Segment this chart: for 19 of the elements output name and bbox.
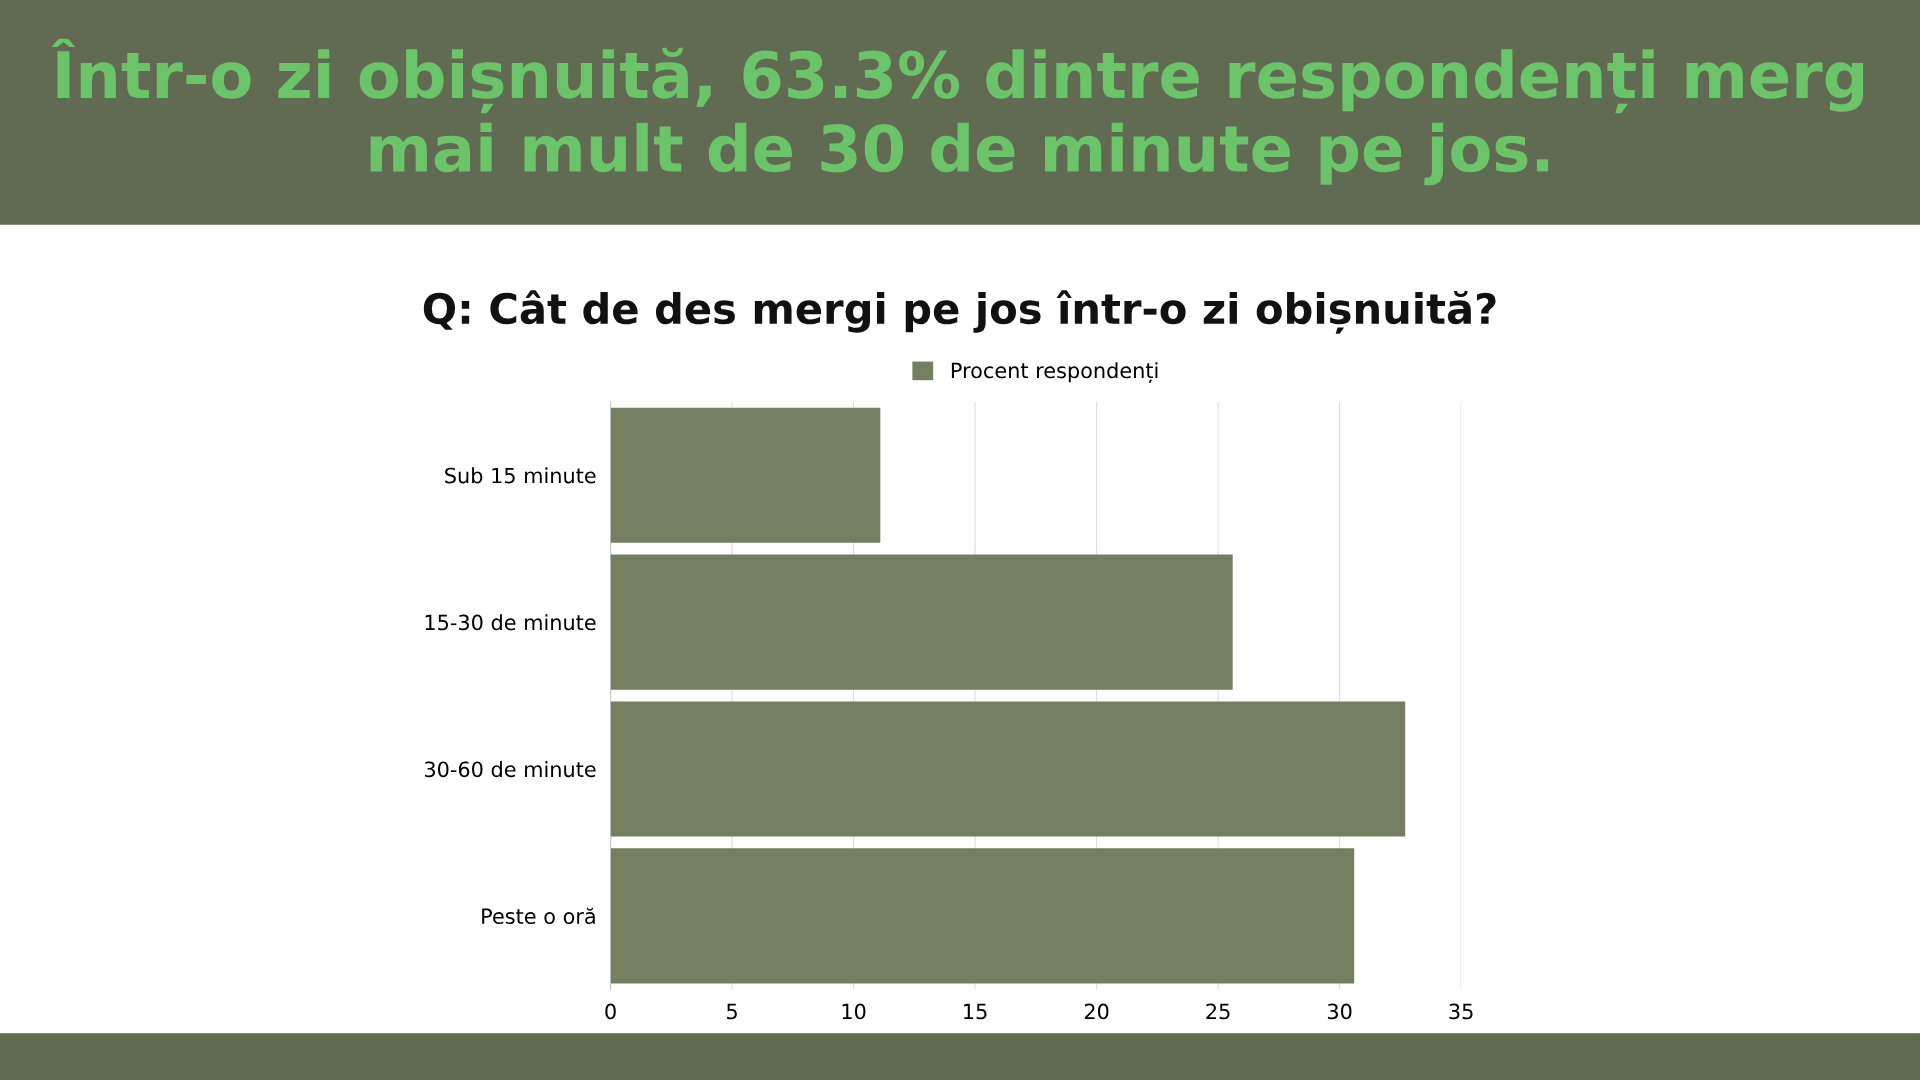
y-tick-label: 15-30 de minute	[425, 614, 596, 631]
bar	[610, 554, 1233, 690]
y-tick-label: Peste o oră	[482, 907, 595, 925]
chart-title: Într-o zi obișnuită, 63.3% dintre respondenți merg mai mult de 30 de minute pe jos.	[51, 38, 1864, 186]
x-tick-label: 5	[727, 1003, 737, 1020]
x-tick-label: 35	[1449, 1003, 1473, 1020]
x-tick-label: 25	[1206, 1003, 1230, 1020]
x-tick-label: 20	[1084, 1003, 1109, 1020]
x-tick-label: 0	[605, 1003, 616, 1020]
chart-subtitle: Q: Cât de des mergi pe jos într-o zi obișnuită?	[423, 290, 1496, 334]
x-tick-label: 10	[842, 1003, 866, 1020]
x-tick-label: 30	[1327, 1003, 1352, 1020]
y-tick-label: Sub 15 minute	[445, 467, 596, 484]
y-tick-label: 30-60 de minute	[424, 761, 596, 778]
bar	[610, 848, 1355, 984]
bar	[610, 407, 881, 543]
bar	[610, 701, 1406, 837]
legend-label: Procent respondenți	[951, 362, 1158, 384]
x-tick-label: 15	[964, 1003, 987, 1020]
